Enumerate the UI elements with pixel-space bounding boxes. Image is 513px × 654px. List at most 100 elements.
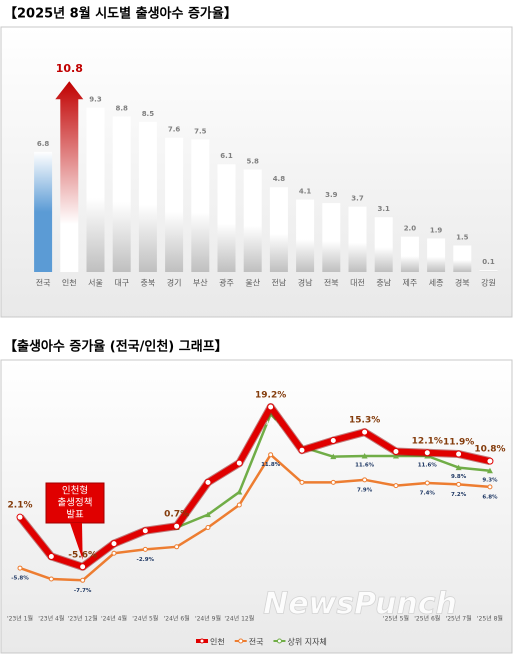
x-tick-label: '23년 4월 — [38, 615, 64, 623]
x-tick-label: '24년 12월 — [224, 615, 254, 623]
x-tick-label: '24년 4월 — [101, 615, 127, 623]
x-tick-label: '24년 5월 — [132, 615, 158, 623]
marker — [16, 513, 24, 521]
value-label: 12.1% — [412, 436, 443, 446]
bar — [453, 245, 472, 272]
legend-label: 전국 — [249, 637, 264, 647]
value-label: 6.1 — [220, 152, 233, 160]
marker — [142, 546, 148, 552]
value-label: 11.8% — [261, 462, 281, 468]
value-label: 7.5 — [194, 128, 207, 136]
marker — [424, 480, 430, 486]
value-label: 11.9% — [443, 438, 474, 448]
value-label: 3.9 — [325, 191, 338, 199]
value-label: 10.8% — [474, 445, 505, 455]
x-tick-label: '25년 6월 — [414, 615, 440, 623]
x-tick-label: '25년 8월 — [477, 615, 503, 623]
value-label: 18.1% — [261, 421, 281, 427]
value-label: 0.7% — [164, 510, 189, 520]
value-label: 7.9% — [357, 487, 373, 493]
x-tick-label: 인천 — [62, 278, 77, 288]
bar — [322, 203, 341, 272]
marker — [236, 489, 243, 495]
bar — [296, 199, 315, 272]
marker — [17, 565, 23, 571]
legend-marker — [238, 638, 244, 644]
value-label: 11.6% — [355, 462, 375, 468]
x-tick-label: '24년 6월 — [164, 615, 190, 623]
bar — [86, 107, 105, 272]
marker — [141, 527, 149, 535]
value-label: 1.9 — [430, 226, 443, 234]
value-label: 8.8 — [115, 105, 128, 113]
marker — [362, 477, 368, 483]
value-label: 8.5 — [142, 110, 155, 118]
marker — [330, 479, 336, 485]
bar — [269, 187, 288, 272]
value-label: 5.8 — [246, 158, 259, 166]
x-tick-label: 광주 — [219, 278, 234, 288]
x-tick-label: '23년 1월 — [7, 615, 33, 623]
bar — [138, 121, 157, 272]
x-tick-label: 서울 — [88, 279, 103, 288]
x-tick-label: 전남 — [272, 278, 287, 288]
line — [17, 404, 491, 570]
value-label: 15.3% — [349, 416, 380, 426]
value-label: 3.7 — [351, 195, 364, 203]
marker — [235, 459, 243, 467]
chart-title: 【2025년 8월 시도별 출생아수 증가율】 — [4, 6, 237, 22]
marker — [111, 550, 117, 556]
marker — [204, 511, 211, 518]
value-label: 10.8 — [56, 62, 83, 75]
value-label: 7.2% — [451, 492, 467, 498]
marker — [79, 563, 87, 571]
value-label: -7.7% — [74, 588, 92, 594]
value-label: -5.6% — [68, 550, 97, 560]
annotation-arrow — [70, 523, 83, 560]
value-label: 1.5 — [456, 234, 469, 242]
value-label: 7.4% — [420, 491, 436, 497]
marker — [267, 403, 275, 411]
x-tick-label: 경북 — [455, 278, 470, 288]
value-label: 0.1 — [482, 258, 495, 266]
value-label: 11.6% — [418, 462, 438, 468]
marker — [298, 446, 306, 454]
x-tick-label: 울산 — [245, 278, 260, 288]
bar — [112, 116, 131, 273]
bar — [34, 151, 53, 272]
marker — [486, 457, 494, 465]
legend-label: 상위 지자체 — [287, 637, 326, 647]
value-label: 7.6 — [168, 126, 181, 134]
x-tick-label: 부산 — [193, 278, 208, 288]
bar — [374, 217, 393, 272]
marker — [205, 524, 211, 530]
x-tick-label: 충북 — [141, 279, 156, 288]
marker — [204, 478, 212, 486]
marker — [361, 428, 369, 436]
bar — [479, 270, 498, 272]
annotation: 발표 — [66, 510, 84, 521]
marker — [392, 447, 400, 455]
chart-title: 【출생아수 증가율 (전국/인천) 그래프】 — [4, 339, 228, 355]
legend-marker — [199, 638, 205, 644]
marker — [392, 452, 399, 459]
bar — [427, 238, 446, 272]
bar — [165, 137, 184, 272]
marker — [268, 452, 274, 458]
marker — [423, 449, 431, 457]
value-label: 9.3 — [89, 96, 102, 104]
marker — [455, 464, 462, 471]
x-tick-label: 대구 — [114, 279, 129, 288]
x-tick-label: '25년 5월 — [383, 615, 409, 623]
marker — [299, 479, 305, 485]
marker — [455, 450, 463, 458]
value-label: 19.2% — [255, 391, 286, 401]
x-tick-label: 강원 — [481, 278, 496, 288]
marker — [393, 483, 399, 489]
marker — [236, 502, 242, 508]
annotation: 출생정책 — [58, 498, 93, 509]
bar — [243, 169, 262, 272]
x-tick-label: 전국 — [36, 278, 51, 288]
x-tick-label: '25년 7월 — [446, 615, 472, 623]
bar — [348, 206, 367, 272]
